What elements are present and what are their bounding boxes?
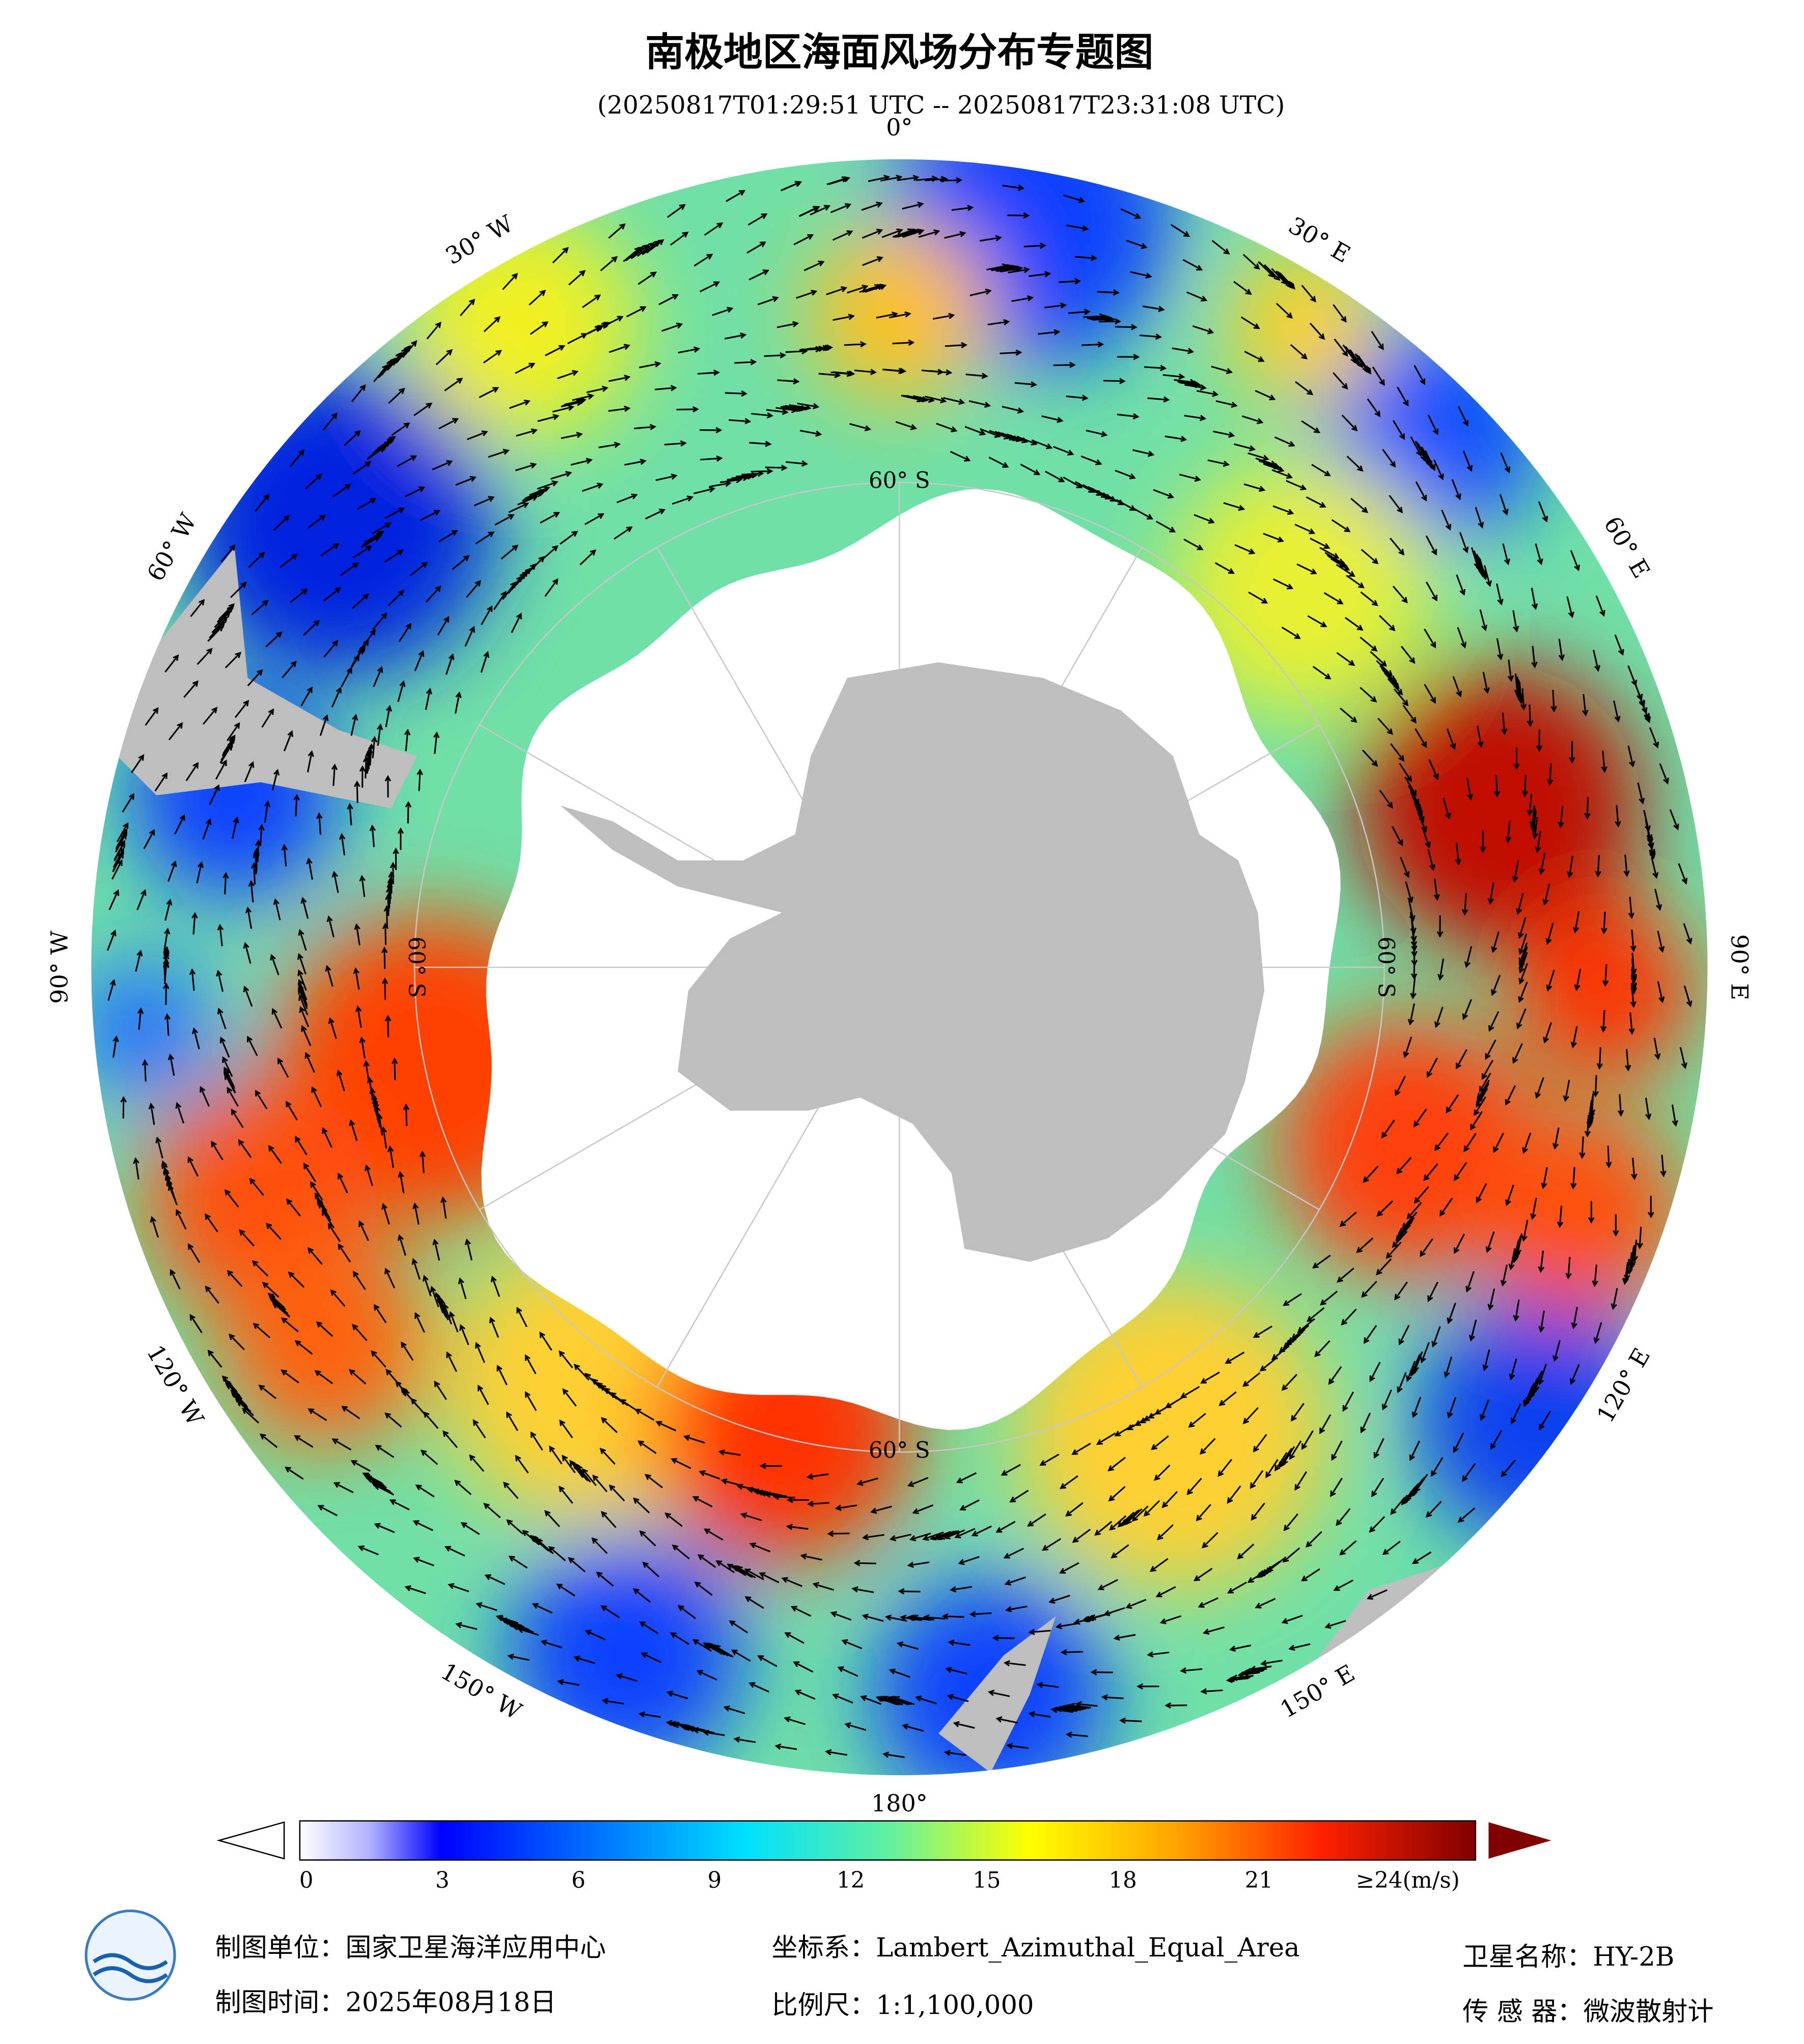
longitude-label: 180°	[871, 1789, 928, 1817]
longitude-label: 60° E	[1599, 512, 1656, 583]
latitude-label: 60° S	[869, 468, 930, 494]
projection: 坐标系：Lambert_Azimuthal_Equal_Area	[772, 1933, 1300, 1963]
map-title: 南极地区海面风场分布专题图	[645, 30, 1153, 75]
colorbar-bar	[299, 1820, 1477, 1861]
colorbar-tick-label: 15	[973, 1868, 1001, 1893]
colorbar-min-arrow	[216, 1821, 285, 1860]
colorbar: 0 3 6 9 12 15 18 21 ≥24(m/s)	[216, 1820, 1551, 1893]
map-subtitle: (20250817T01:29:51 UTC -- 20250817T23:31…	[597, 91, 1285, 120]
colorbar-tick-label: 18	[1108, 1868, 1136, 1893]
colorbar-tick-label: 21	[1245, 1868, 1273, 1893]
south-america	[104, 547, 418, 808]
footer: 制图单位：国家卫星海洋应用中心 制图时间：2025年08月18日 坐标系：Lam…	[85, 1909, 1714, 2027]
colorbar-tick-label: 6	[571, 1868, 586, 1893]
sensor: 传 感 器：微波散射计	[1462, 1997, 1713, 2027]
producer: 制图单位：国家卫星海洋应用中心	[215, 1933, 606, 1963]
map-date: 制图时间：2025年08月18日	[215, 1987, 556, 2018]
colorbar-tick-label: 0	[299, 1868, 314, 1893]
colorbar-tick-label: 12	[837, 1868, 865, 1893]
longitude-label: 90° W	[45, 931, 73, 1004]
latitude-label: 60° S	[403, 937, 429, 998]
colorbar-tick-label: 9	[708, 1868, 722, 1893]
longitude-label: 30° W	[441, 209, 518, 270]
longitude-label: 60° W	[142, 509, 202, 586]
scale: 比例尺：1:1,100,000	[772, 1990, 1034, 2021]
latitude-label: 60° S	[869, 1438, 930, 1463]
logo	[85, 1909, 176, 2001]
antarctica	[560, 662, 1265, 1262]
longitude-label: 0°	[886, 114, 912, 141]
colorbar-max-label: ≥24(m/s)	[1356, 1868, 1460, 1893]
longitude-label: 90° E	[1726, 934, 1753, 1000]
wind-arrows	[106, 175, 1692, 1758]
logo-waves	[93, 1953, 168, 1983]
latitude-label: 60° S	[1373, 937, 1399, 998]
longitude-label: 30° E	[1284, 211, 1355, 268]
colorbar-tick-label: 3	[435, 1868, 450, 1893]
satellite: 卫星名称：HY-2B	[1462, 1942, 1674, 1972]
colorbar-max-arrow	[1488, 1822, 1551, 1859]
